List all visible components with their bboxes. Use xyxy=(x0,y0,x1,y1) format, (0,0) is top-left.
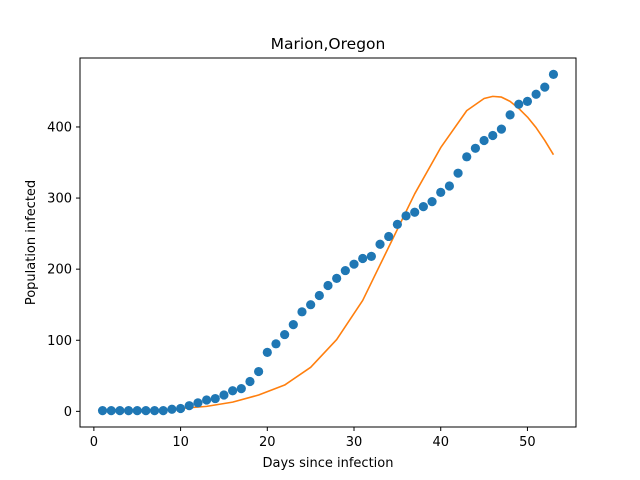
data-point xyxy=(444,181,454,191)
data-point xyxy=(149,406,160,416)
data-point xyxy=(453,168,463,178)
x-tick-label: 50 xyxy=(519,435,536,450)
model-curve xyxy=(102,95,555,412)
data-point xyxy=(123,406,134,416)
data-point xyxy=(210,393,220,404)
data-point xyxy=(158,406,168,416)
y-tick-label: 400 xyxy=(47,120,72,135)
data-point xyxy=(254,366,264,377)
x-tick-label: 30 xyxy=(346,435,363,450)
y-tick-label: 100 xyxy=(47,334,72,349)
data-point xyxy=(314,290,324,301)
data-point xyxy=(401,211,411,221)
data-point xyxy=(418,202,428,212)
x-axis-title: Days since infection xyxy=(263,456,394,471)
x-tick-label: 10 xyxy=(172,435,189,450)
data-point xyxy=(280,329,290,340)
data-point xyxy=(115,406,125,416)
y-tick-label: 300 xyxy=(47,192,72,207)
data-point xyxy=(427,197,437,207)
data-point xyxy=(392,219,402,229)
data-point xyxy=(245,376,255,387)
data-point xyxy=(488,130,498,141)
y-axis: 0 100 200 300 400 xyxy=(47,120,80,420)
data-point xyxy=(297,307,307,317)
data-point xyxy=(236,384,246,394)
data-point xyxy=(522,96,533,106)
plot-frame xyxy=(79,57,577,428)
data-point xyxy=(540,82,550,92)
data-point xyxy=(141,406,151,416)
data-point xyxy=(384,231,394,242)
data-point xyxy=(479,135,489,146)
data-point xyxy=(349,259,359,269)
data-point xyxy=(184,401,194,411)
y-tick-label: 0 xyxy=(64,405,72,420)
data-point xyxy=(410,207,420,217)
data-point xyxy=(288,320,298,330)
data-point xyxy=(106,406,116,416)
data-point xyxy=(332,273,342,283)
data-point xyxy=(375,239,385,249)
data-point xyxy=(358,253,368,264)
data-point xyxy=(306,300,316,310)
x-tick-label: 0 xyxy=(90,435,98,450)
data-point xyxy=(132,406,142,416)
data-point xyxy=(531,89,541,99)
data-point xyxy=(271,339,281,349)
data-point xyxy=(228,386,238,396)
data-point xyxy=(167,404,177,414)
data-point xyxy=(496,124,507,134)
data-point xyxy=(219,390,229,400)
data-point xyxy=(436,187,446,197)
x-axis: 0 10 20 30 40 50 xyxy=(90,427,536,450)
data-point xyxy=(505,110,515,120)
plot-marks xyxy=(97,69,559,416)
y-tick-label: 200 xyxy=(47,263,72,278)
data-point xyxy=(366,251,376,261)
data-point xyxy=(175,403,186,414)
chart-title: Marion,Oregon xyxy=(271,35,386,53)
data-point xyxy=(262,347,272,357)
data-point xyxy=(514,99,524,109)
data-point xyxy=(548,69,559,79)
data-point xyxy=(470,143,481,153)
x-tick-label: 20 xyxy=(259,435,276,450)
data-point xyxy=(462,152,472,162)
data-point xyxy=(193,398,203,408)
data-point xyxy=(323,280,333,291)
data-point xyxy=(97,406,108,416)
data-point xyxy=(340,265,350,276)
y-axis-title: Population infected xyxy=(24,180,39,305)
x-tick-label: 40 xyxy=(432,435,449,450)
data-point xyxy=(202,395,212,405)
